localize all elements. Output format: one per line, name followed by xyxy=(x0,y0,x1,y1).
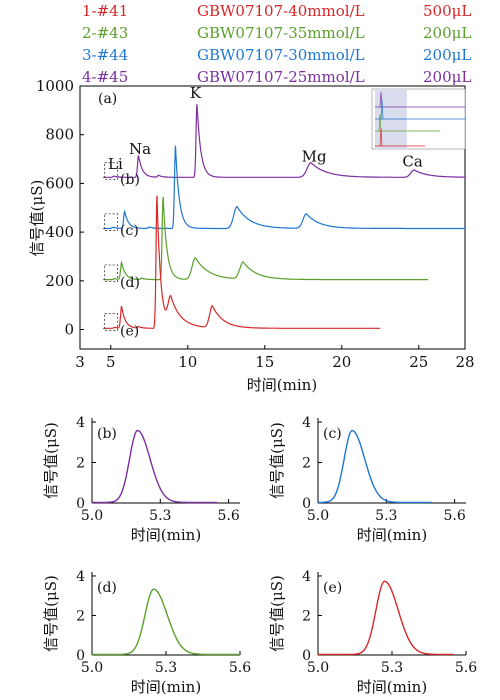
inset-ref-label: (b) xyxy=(120,172,140,188)
xtick-label: 5.6 xyxy=(443,508,465,524)
xtick-label: 5.6 xyxy=(229,660,251,676)
legend-sample-1: GBW07107-40mmol/L xyxy=(197,2,365,20)
xtick-label: 5.3 xyxy=(375,508,397,524)
ytick-label: 4 xyxy=(76,415,85,431)
zoom-box-3 xyxy=(104,264,119,282)
main-xtick-label: 3 xyxy=(75,353,85,371)
main-plot-frame xyxy=(79,85,466,350)
legend-sample-2: GBW07107-35mmol/L xyxy=(197,24,365,42)
panel-label: (c) xyxy=(323,426,342,442)
main-ylabel: 信号值(μS) xyxy=(28,180,46,257)
ylabel: 信号值(μS) xyxy=(42,422,60,499)
ytick-label: 2 xyxy=(76,608,85,624)
xlabel: 时间(min) xyxy=(131,526,201,544)
series-line xyxy=(92,429,217,504)
xtick-label: 5.3 xyxy=(149,508,171,524)
legend-volume-4: 200μL xyxy=(423,68,471,86)
series-line xyxy=(318,580,454,656)
main-xlabel: 时间(min) xyxy=(247,376,317,394)
main-ytick-label: 400 xyxy=(45,223,74,241)
xtick-label: 5.3 xyxy=(155,660,177,676)
ytick-label: 2 xyxy=(302,456,311,472)
ytick-label: 4 xyxy=(302,569,311,585)
ylabel: 信号值(μS) xyxy=(42,575,60,652)
ytick-label: 2 xyxy=(76,456,85,472)
inset-ref-label: (e) xyxy=(120,324,139,340)
inset-ref-label: (c) xyxy=(120,223,139,239)
main-xtick-label: 20 xyxy=(332,353,351,371)
main-series-line-4 xyxy=(103,195,381,329)
zoom-box-2 xyxy=(104,213,119,231)
ytick-label: 4 xyxy=(302,415,311,431)
xtick-label: 5.0 xyxy=(307,660,329,676)
legend-volume-3: 200μL xyxy=(423,46,471,64)
legend-id-1: 1-#41 xyxy=(82,2,128,20)
main-xtick-label: 5 xyxy=(106,353,116,371)
main-chart: 3 5 10 15 20 25 28 0 200 400 600 800 1000 Li Na K Mg Ca (… xyxy=(28,77,475,394)
inset-ref-label: (d) xyxy=(120,275,140,291)
legend-id-2: 2-#43 xyxy=(82,24,128,42)
main-ytick-label: 0 xyxy=(64,321,74,339)
legend-id-4: 4-#45 xyxy=(82,68,128,86)
xtick-label: 5.6 xyxy=(217,508,239,524)
ytick-label: 0 xyxy=(76,496,85,512)
xtick-label: 5.6 xyxy=(455,660,477,676)
main-series-line-3 xyxy=(103,196,428,281)
legend-volume-2: 200μL xyxy=(423,24,471,42)
main-xtick-label: 15 xyxy=(255,353,274,371)
zoom-box-1 xyxy=(104,162,119,180)
ytick-label: 0 xyxy=(302,648,311,664)
legend-sample-3: GBW07107-30mmol/L xyxy=(197,46,365,64)
panel-c-chart: 5.0 5.3 5.6 0 2 4 (c) 时间(min) 信号值(μS) xyxy=(268,415,466,544)
xtick-label: 5.0 xyxy=(307,508,329,524)
ytick-label: 2 xyxy=(302,608,311,624)
panel-e-chart: 5.0 5.3 5.6 0 2 4 (e) 时间(min) 信号值(μS) xyxy=(268,569,477,696)
legend: 1-#41 GBW07107-40mmol/L 500μL 2-#43 GBW07107… xyxy=(82,2,471,86)
series-line xyxy=(318,429,432,504)
peak-label-na: Na xyxy=(129,140,151,158)
panel-b-chart: 5.0 5.3 5.6 0 2 4 (b) 时间(min) 信号值(μS) xyxy=(42,415,240,544)
main-series-line-1 xyxy=(103,104,465,178)
legend-id-3: 3-#44 xyxy=(82,46,128,64)
panel-label: (d) xyxy=(97,580,117,596)
thumbnail-inset xyxy=(371,88,466,150)
main-ytick-label: 200 xyxy=(45,272,74,290)
main-ytick-label: 1000 xyxy=(36,77,74,95)
main-ytick-label: 600 xyxy=(45,174,74,192)
main-xtick-label: 25 xyxy=(409,353,428,371)
xtick-label: 5.0 xyxy=(81,660,103,676)
xtick-label: 5.3 xyxy=(381,660,403,676)
peak-label-mg: Mg xyxy=(302,147,327,165)
main-panel-label: (a) xyxy=(98,91,117,107)
zoom-box-4 xyxy=(104,313,119,331)
ytick-label: 4 xyxy=(76,569,85,585)
main-ytick-label: 800 xyxy=(45,126,74,144)
main-series-line-2 xyxy=(103,145,465,230)
ytick-label: 0 xyxy=(76,648,85,664)
series-line xyxy=(92,588,240,656)
panel-d-chart: 5.0 5.3 5.6 0 2 4 (d) 时间(min) 信号值(μS) xyxy=(42,569,251,696)
xtick-label: 5.0 xyxy=(81,508,103,524)
main-xtick-label: 28 xyxy=(455,353,474,371)
peak-label-ca: Ca xyxy=(402,152,422,170)
legend-volume-1: 500μL xyxy=(423,2,471,20)
xlabel: 时间(min) xyxy=(357,526,427,544)
xlabel: 时间(min) xyxy=(131,678,201,696)
ylabel: 信号值(μS) xyxy=(268,575,286,652)
panel-label: (e) xyxy=(323,580,342,596)
ylabel: 信号值(μS) xyxy=(268,422,286,499)
panel-label: (b) xyxy=(97,426,117,442)
peak-label-k: K xyxy=(190,84,202,102)
main-xtick-label: 10 xyxy=(178,353,197,371)
xlabel: 时间(min) xyxy=(357,678,427,696)
peak-label-li: Li xyxy=(108,155,123,173)
ytick-label: 0 xyxy=(302,496,311,512)
legend-sample-4: GBW07107-25mmol/L xyxy=(197,68,365,86)
